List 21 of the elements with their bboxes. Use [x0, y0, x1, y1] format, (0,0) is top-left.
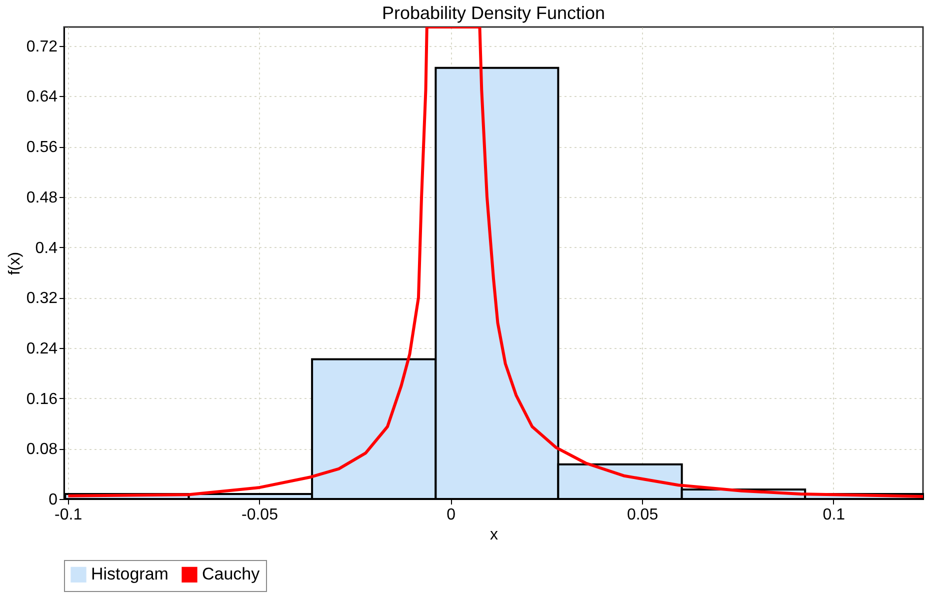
x-tick-label: 0: [446, 506, 456, 524]
y-tick-label: 0.72: [26, 38, 58, 56]
y-tick-label: 0.16: [26, 390, 58, 408]
x-tick-label: 0.05: [626, 506, 658, 524]
x-tick-label: -0.05: [241, 506, 278, 524]
line-series: [66, 27, 923, 498]
legend-label: Histogram: [91, 564, 168, 584]
y-tick-label: 0.64: [26, 88, 58, 106]
y-tick-label: 0.56: [26, 139, 58, 156]
y-tick-label: 0.32: [26, 290, 58, 308]
y-tick-label: 0.24: [26, 340, 58, 358]
chart-title: Probability Density Function: [382, 3, 606, 23]
legend-label: Cauchy: [202, 564, 260, 584]
x-axis-title: x: [490, 526, 498, 544]
y-tick-label: 0.48: [26, 189, 58, 206]
y-axis-title: f(x): [6, 252, 24, 276]
y-tick-label: 0.4: [35, 240, 58, 257]
x-tick-label: -0.1: [54, 506, 82, 524]
y-tick-label: 0.08: [26, 441, 58, 458]
y-tick-label: 0: [48, 492, 58, 508]
x-tick-label: 0.1: [822, 506, 846, 524]
